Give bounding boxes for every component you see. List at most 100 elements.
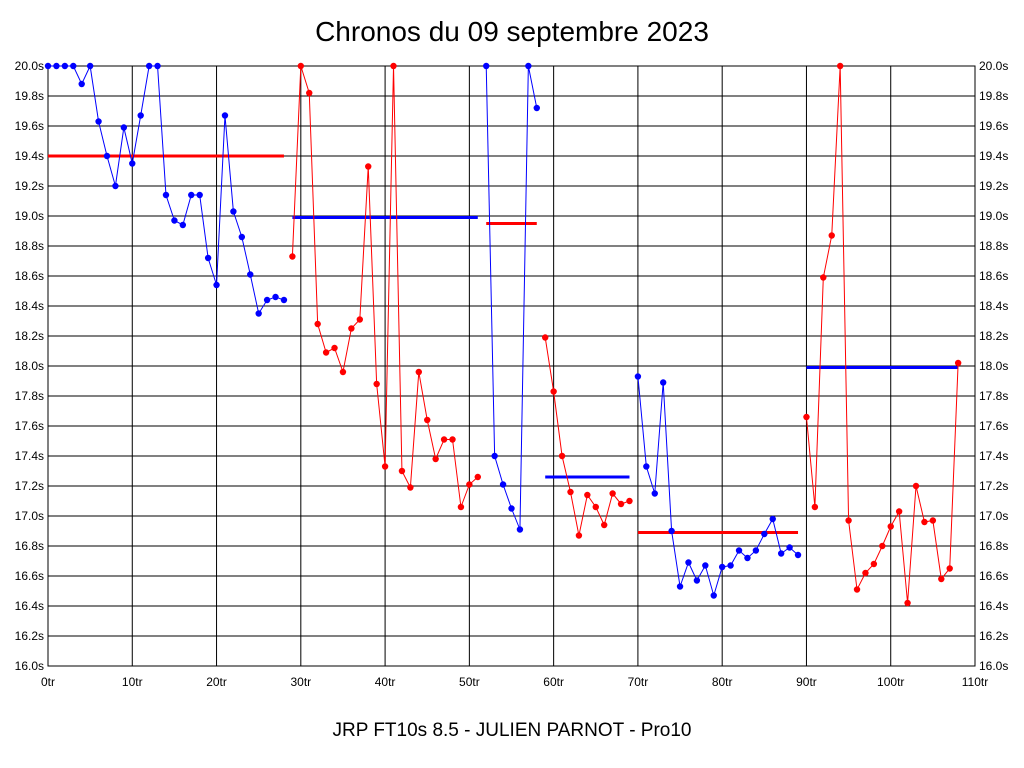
data-point <box>95 118 102 125</box>
data-point <box>702 562 709 569</box>
y-tick-label-left: 20.0s <box>15 59 44 73</box>
data-point <box>255 310 262 317</box>
data-point <box>727 562 734 569</box>
data-point <box>263 296 271 304</box>
data-point <box>575 532 583 539</box>
data-point <box>44 62 52 70</box>
data-point <box>659 379 667 386</box>
y-tick-label-left: 19.0s <box>15 209 44 223</box>
plot-frame <box>47 65 976 667</box>
data-point <box>668 527 675 535</box>
data-point <box>769 515 776 523</box>
x-tick-label: 20tr <box>206 675 227 689</box>
data-point <box>145 62 153 70</box>
data-point <box>592 503 599 511</box>
y-tick-label-right: 19.2s <box>979 179 1008 193</box>
data-point <box>449 436 456 443</box>
data-point <box>154 62 161 70</box>
data-point <box>280 296 288 304</box>
data-point <box>845 517 852 524</box>
y-tick-label-left: 19.4s <box>15 149 44 163</box>
data-point <box>676 583 684 590</box>
data-point <box>53 62 60 70</box>
data-point <box>196 191 203 199</box>
y-tick-label-right: 20.0s <box>979 59 1008 73</box>
series-line <box>544 337 630 536</box>
y-tick-label-left: 18.2s <box>15 329 44 343</box>
data-point <box>365 163 372 170</box>
data-point <box>550 388 557 395</box>
data-point <box>499 481 507 488</box>
data-point <box>103 152 111 160</box>
y-tick-label-right: 18.2s <box>979 329 1008 343</box>
data-point <box>238 233 246 241</box>
data-point <box>112 182 119 190</box>
data-point <box>558 452 566 460</box>
y-tick-label-right: 16.4s <box>979 599 1008 613</box>
y-tick-label-right: 19.0s <box>979 209 1008 223</box>
data-point <box>718 563 726 571</box>
data-point <box>432 455 439 463</box>
data-point <box>525 62 532 70</box>
series-lines <box>48 64 959 604</box>
x-tick-label: 60tr <box>543 675 564 689</box>
data-point <box>289 253 296 260</box>
data-point <box>744 554 751 562</box>
data-point <box>946 565 953 572</box>
data-point <box>61 62 69 70</box>
data-point <box>617 500 625 508</box>
data-point <box>440 436 448 443</box>
y-tick-label-left: 17.6s <box>15 419 44 433</box>
data-point <box>820 274 827 281</box>
series-points <box>44 62 962 607</box>
data-point <box>306 89 313 97</box>
data-point <box>516 526 524 533</box>
y-tick-label-left: 18.8s <box>15 239 44 253</box>
data-point <box>584 491 591 499</box>
y-tick-label-right: 17.0s <box>979 509 1008 523</box>
data-point <box>710 592 717 599</box>
data-point <box>895 508 903 515</box>
data-point <box>601 521 608 529</box>
y-tick-label-right: 19.8s <box>979 89 1008 103</box>
series-line <box>485 65 538 530</box>
data-point <box>474 473 481 481</box>
data-point <box>761 530 768 538</box>
x-tick-label: 50tr <box>459 675 480 689</box>
y-tick-label-left: 17.2s <box>15 479 44 493</box>
data-point <box>390 62 397 70</box>
data-point <box>651 490 658 497</box>
data-point <box>213 281 220 289</box>
data-point <box>457 503 465 511</box>
data-point <box>373 380 380 388</box>
x-tick-label: 110tr <box>962 675 988 689</box>
data-point <box>938 575 945 583</box>
data-point <box>70 62 77 70</box>
data-point <box>129 160 136 167</box>
y-tick-label-right: 16.8s <box>979 539 1008 553</box>
y-tick-label-left: 17.0s <box>15 509 44 523</box>
data-point <box>483 62 490 70</box>
y-tick-label-left: 19.8s <box>15 89 44 103</box>
data-point <box>533 104 540 112</box>
mean-lines <box>48 154 959 534</box>
data-point <box>870 560 878 568</box>
data-point <box>862 569 869 577</box>
data-point <box>626 497 633 505</box>
chart-subtitle: JRP FT10s 8.5 - JULIEN PARNOT - Pro10 <box>332 720 692 741</box>
data-point <box>398 467 406 475</box>
data-point <box>786 544 793 551</box>
data-point <box>230 208 237 215</box>
data-point <box>836 62 844 70</box>
y-tick-label-left: 17.8s <box>15 389 44 403</box>
y-tick-label-right: 17.8s <box>979 389 1008 403</box>
x-tick-label: 40tr <box>375 675 396 689</box>
data-point <box>879 542 886 550</box>
y-axis-left: 16.0s 16.2s 16.4s 16.6s 16.8s 17.0s 17.2s 17.4s… <box>15 59 44 673</box>
data-point <box>322 349 330 356</box>
y-tick-label-right: 16.0s <box>979 659 1008 673</box>
y-tick-label-left: 16.4s <box>15 599 44 613</box>
y-tick-label-left: 19.2s <box>15 179 44 193</box>
data-point <box>828 232 835 239</box>
